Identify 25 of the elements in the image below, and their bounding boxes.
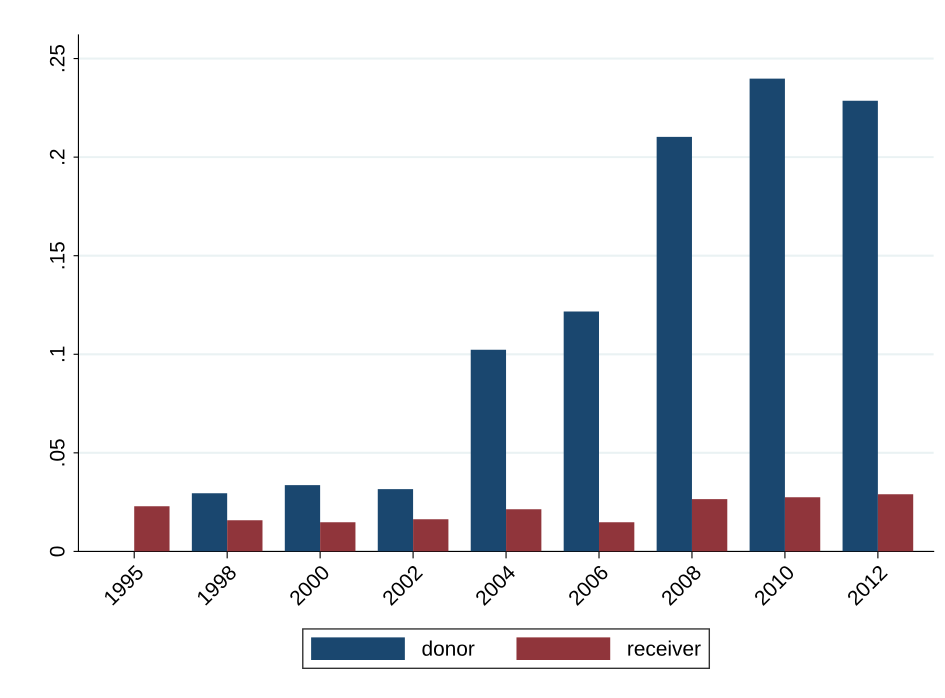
bar	[192, 493, 228, 552]
bar	[506, 509, 542, 552]
bar	[750, 78, 785, 552]
y-tick-label: .25	[50, 44, 65, 72]
y-tick-label: .15	[50, 242, 65, 268]
legend-label: receiver	[628, 640, 701, 656]
legend-label: donor	[422, 640, 474, 656]
bar	[878, 494, 914, 552]
y-tick-label: 0	[50, 546, 65, 556]
y-tick-label: .2	[50, 149, 64, 164]
bar	[284, 485, 320, 552]
y-tick-label: .05	[50, 439, 65, 466]
bar	[378, 489, 414, 552]
y-tick-label: .1	[50, 346, 64, 362]
bar	[470, 350, 506, 552]
bar	[320, 522, 356, 552]
bar	[599, 522, 634, 552]
bar	[842, 100, 878, 552]
bar	[227, 520, 262, 552]
bar	[564, 311, 600, 552]
bar	[134, 506, 170, 552]
bar	[784, 497, 820, 552]
bar	[656, 136, 692, 552]
bar	[413, 519, 448, 552]
bar	[692, 499, 728, 552]
